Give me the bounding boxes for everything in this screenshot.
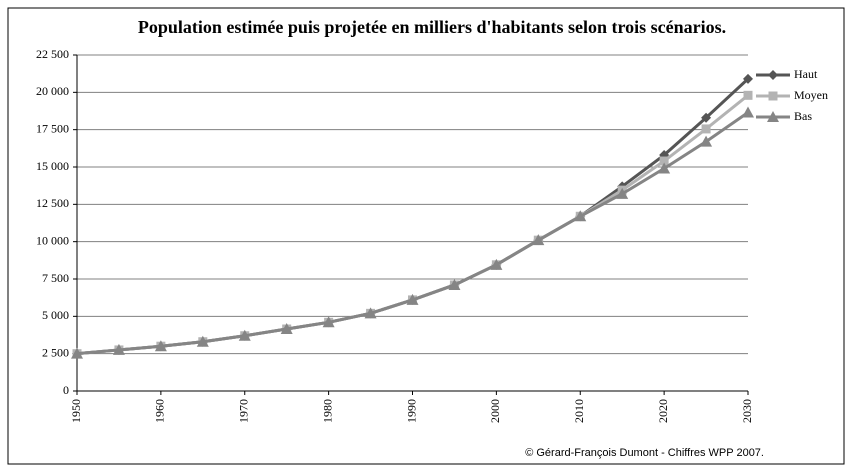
x-tick-label: 2030 [740,399,754,423]
chart-frame [7,7,845,465]
x-tick-label: 1960 [153,399,167,423]
data-point [364,307,377,319]
x-tick-label: 2010 [572,399,586,423]
legend-label: Bas [794,109,812,123]
data-point [154,340,167,352]
y-tick-label: 20 000 [36,84,69,98]
y-tick-label: 15 000 [36,159,69,173]
data-point [700,135,713,147]
data-point [574,210,587,222]
footer: © Gérard-François Dumont - Chiffres WPP … [525,447,764,459]
x-tick-label: 2000 [488,399,502,423]
y-tick-label: 0 [63,383,69,397]
data-point [742,106,754,118]
y-tick-label: 10 000 [36,233,69,247]
data-point [322,316,335,328]
y-tick-label: 5 000 [42,308,69,322]
data-point [659,156,669,166]
legend-label: Moyen [794,88,828,102]
chart-title: Population estimée puis projetée en mill… [138,17,726,37]
x-tick-label: 1970 [237,399,251,423]
y-tick-label: 17 500 [36,121,69,135]
x-tick-label: 2020 [656,399,670,423]
data-point [490,258,503,270]
data-point [743,90,753,100]
data-point [658,162,671,174]
data-point [701,112,712,123]
data-point [280,323,293,335]
data-point [112,343,125,355]
x-tick-label: 1990 [404,399,418,423]
y-tick-label: 7 500 [42,271,69,285]
x-tick-label: 1950 [69,399,83,423]
x-tick-label: 1980 [320,399,334,423]
data-point [406,293,419,305]
data-point [616,187,629,199]
data-point [196,335,209,347]
data-point [701,124,711,134]
legend-label: Haut [794,67,818,81]
data-point [238,329,251,341]
legend-marker [768,70,778,80]
legend-marker [767,111,779,122]
data-point [743,73,753,84]
data-point [532,234,545,246]
data-point [448,278,461,290]
y-tick-label: 2 500 [42,345,69,359]
legend-marker [768,91,778,101]
y-tick-label: 22 500 [36,47,69,61]
y-tick-label: 12 500 [36,196,69,210]
data-point [71,347,83,359]
